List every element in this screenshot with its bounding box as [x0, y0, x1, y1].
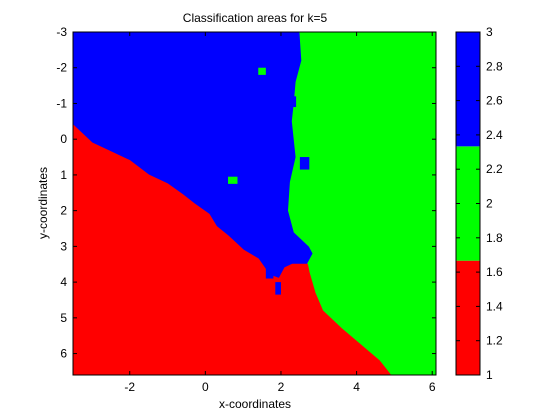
region-patch-class-3	[265, 267, 274, 279]
y-tick-label: -1	[56, 96, 67, 110]
colorbar-tick-label: 1	[486, 368, 493, 382]
y-tick-label: 3	[60, 239, 67, 253]
colorbar-tick-label: 2.8	[486, 59, 503, 73]
region-patch-class-2	[228, 176, 238, 184]
x-tick-label: 2	[278, 380, 285, 394]
x-axis-ticks: -2 0 2 4 6	[124, 32, 436, 394]
region-patch-class-2	[258, 67, 266, 75]
colorbar-tick-label: 1.8	[486, 231, 503, 245]
y-tick-label: -2	[56, 61, 67, 75]
plot-area: -2 0 2 4 6 -3 -2 -1 0 1 2 3 4 5 6	[56, 25, 437, 394]
colorbar-tick-label: 2.6	[486, 94, 503, 108]
y-tick-label: 6	[60, 347, 67, 361]
x-tick-label: 0	[202, 380, 209, 394]
colorbar-tick-label: 2.4	[486, 128, 503, 142]
colorbar-segment	[456, 260, 480, 375]
region-patch-class-3	[299, 157, 310, 170]
region-patch-class-3	[275, 282, 281, 295]
y-axis-label: y-coordinates	[36, 167, 50, 239]
colorbar: 1 1.2 1.4 1.6 1.8 2 2.2 2.4 2.6 2.8 3	[455, 25, 503, 382]
y-tick-label: 0	[60, 132, 67, 146]
x-tick-label: 4	[353, 380, 360, 394]
x-tick-label: -2	[124, 380, 135, 394]
colorbar-segment	[456, 32, 480, 147]
y-tick-label: 5	[60, 311, 67, 325]
plot-frame	[72, 31, 437, 376]
classification-regions	[73, 32, 436, 375]
colorbar-tick-label: 1.4	[486, 299, 503, 313]
y-axis-ticks: -3 -2 -1 0 1 2 3 4 5 6	[56, 25, 436, 361]
colorbar-tick-label: 1.6	[486, 265, 503, 279]
colorbar-tick-label: 3	[486, 25, 493, 39]
colorbar-tick-label: 1.2	[486, 334, 503, 348]
x-axis-label: x-coordinates	[219, 397, 291, 411]
colorbar-tick-label: 2	[486, 197, 493, 211]
colorbar-tick-label: 2.2	[486, 162, 503, 176]
region-class-1	[73, 124, 392, 375]
chart-title: Classification areas for k=5	[183, 11, 328, 25]
y-tick-label: -3	[56, 25, 67, 39]
y-tick-label: 4	[60, 275, 67, 289]
x-tick-label: 6	[429, 380, 436, 394]
region-patch-class-3	[286, 96, 297, 108]
colorbar-ticks: 1 1.2 1.4 1.6 1.8 2 2.2 2.4 2.6 2.8 3	[456, 25, 503, 382]
y-tick-label: 1	[60, 168, 67, 182]
y-tick-label: 2	[60, 204, 67, 218]
